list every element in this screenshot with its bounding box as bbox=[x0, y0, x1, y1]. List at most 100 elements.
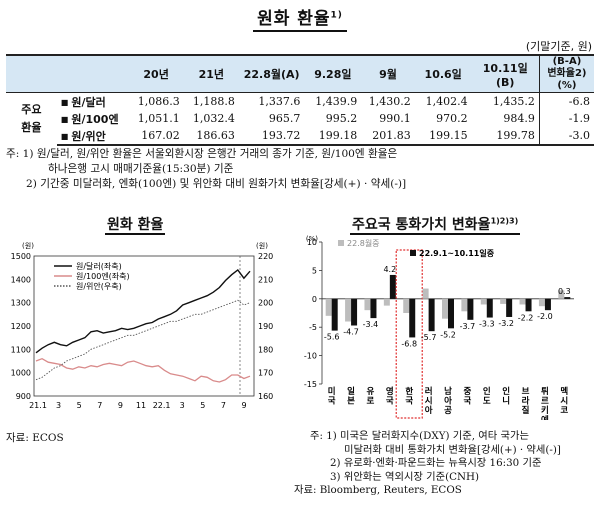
table-cell: 1,430.2 bbox=[368, 95, 411, 108]
right-chart-title: 주요국 통화가치 변화율1)2)3) bbox=[350, 214, 521, 235]
table-notes: 주: 1) 원/달러, 원/위안 환율은 서울외환시장 은행간 거래의 종가 기… bbox=[6, 147, 596, 192]
header-blank bbox=[6, 55, 57, 93]
y-axis-tick: -10 bbox=[304, 352, 317, 361]
jpy-series-line bbox=[35, 357, 251, 383]
table-cell: 201.83 bbox=[361, 127, 415, 146]
left-source: 자료: ECOS bbox=[6, 432, 64, 444]
note-line-1: 주: 1) 원/달러, 원/위안 환율은 서울외환시장 은행간 거래의 종가 기… bbox=[6, 148, 398, 160]
bar-aug bbox=[519, 298, 526, 305]
bar-period bbox=[525, 298, 532, 312]
table-cell: 1,439.9 bbox=[315, 95, 358, 108]
table-cell: 984.9 bbox=[503, 112, 535, 125]
bar-period bbox=[544, 298, 551, 311]
header-col: 20년 bbox=[143, 68, 169, 81]
header-col: 22.8월(A) bbox=[243, 68, 300, 81]
row-label-text: 원/위안 bbox=[71, 129, 106, 143]
change-cell: -3.0 bbox=[538, 127, 594, 146]
table-cell: 1,435.2 bbox=[492, 95, 535, 108]
right-axis-tick: 220 bbox=[258, 252, 273, 261]
highlight-korea-box bbox=[395, 249, 423, 419]
header-col: 9월 bbox=[379, 68, 397, 81]
row-label: ■ 원/100엔 bbox=[57, 110, 129, 127]
left-chart-title: 원화 환율 bbox=[105, 214, 166, 235]
left-axis-unit: (원) bbox=[22, 241, 34, 250]
x-axis-tick: 3 bbox=[180, 401, 185, 410]
bar-period bbox=[389, 274, 396, 299]
header-empty-label bbox=[57, 55, 129, 93]
bar-period bbox=[448, 298, 454, 329]
table-cell: 167.02 bbox=[128, 127, 184, 146]
right-note-1: 주: 1) 미국은 달러화지수(DXY) 기준, 여타 국가는 bbox=[310, 430, 529, 442]
legend-label-period: 22.9.1~10.11일중 bbox=[419, 248, 495, 258]
right-chart-notes: 주: 1) 미국은 달러화지수(DXY) 기준, 여타 국가는 미달러화 대비 … bbox=[294, 430, 598, 498]
right-note-2: 미달러화 대비 통화가치 변화율[강세(+) · 약세(-)] bbox=[344, 443, 561, 456]
right-note-4: 3) 위안화는 역외시장 기준(CNH) bbox=[330, 470, 480, 483]
row-label-text: 원/달러 bbox=[71, 95, 106, 109]
bar-data-label: -5.6 bbox=[324, 333, 340, 342]
bar-aug bbox=[345, 298, 352, 322]
bullet-icon: ■ bbox=[60, 131, 69, 141]
table-cell: 199.18 bbox=[304, 127, 362, 146]
bar-aug bbox=[364, 298, 371, 311]
header-change-bottom: 변화율2)(%) bbox=[547, 68, 587, 91]
legend-swatch-period bbox=[410, 250, 416, 256]
bullet-icon: ■ bbox=[60, 114, 69, 124]
bar-aug bbox=[500, 298, 507, 304]
y-axis-tick: -15 bbox=[304, 380, 317, 389]
unit-label: (기말기준, 원) bbox=[525, 40, 592, 53]
bar-period bbox=[506, 298, 513, 317]
bar-data-label: -2.2 bbox=[518, 313, 534, 322]
left-axis-tick: 1000 bbox=[11, 369, 31, 378]
table-cell: 193.72 bbox=[238, 127, 305, 146]
right-axis-tick: 200 bbox=[258, 299, 273, 308]
bar-data-label: 0.3 bbox=[558, 287, 571, 296]
x-axis-tick: 11 bbox=[136, 401, 146, 410]
y-axis-tick: 0 bbox=[312, 295, 317, 304]
row-label: ■ 원/위안 bbox=[56, 127, 129, 146]
table-cell: 1,402.4 bbox=[425, 95, 468, 108]
legend-label: 원/100엔(좌축) bbox=[76, 271, 130, 281]
group-label-line: 주요 bbox=[21, 103, 42, 116]
right-axis-tick: 210 bbox=[258, 275, 273, 284]
y-axis-unit: (%) bbox=[306, 235, 318, 243]
x-axis-tick: 7 bbox=[221, 401, 226, 410]
left-axis-tick: 1200 bbox=[11, 322, 31, 331]
x-axis-tick: 7 bbox=[97, 401, 102, 410]
right-chart-title-text: 주요국 통화가치 변화율 bbox=[352, 217, 491, 233]
bar-aug bbox=[558, 290, 565, 299]
bar-aug bbox=[442, 298, 448, 319]
right-axis-tick: 190 bbox=[258, 322, 273, 331]
bar-data-label: -4.7 bbox=[343, 327, 359, 336]
bar-data-label: -3.3 bbox=[479, 320, 495, 329]
bar-period bbox=[467, 298, 474, 320]
table-cell: 1,337.6 bbox=[258, 95, 301, 108]
bar-data-label: -3.7 bbox=[460, 322, 476, 331]
header-change-top: (B-A) bbox=[552, 56, 582, 67]
bar-period bbox=[486, 298, 493, 318]
legend-swatch-aug bbox=[338, 240, 344, 246]
left-axis-tick: 1500 bbox=[11, 252, 31, 261]
group-label-line: 환율 bbox=[21, 121, 42, 134]
usd-series-line bbox=[35, 269, 251, 354]
table-row: ■ 원/100엔 1,051.1 1,032.4 965.7 995.2 990.1 970.… bbox=[6, 110, 594, 127]
x-axis-tick: 5 bbox=[77, 401, 82, 410]
bar-data-label: 4.2 bbox=[383, 265, 396, 274]
x-axis-tick: 3 bbox=[56, 401, 61, 410]
legend-label: 원/달러(좌축) bbox=[76, 262, 122, 271]
left-axis-tick: 1400 bbox=[11, 275, 31, 284]
currency-change-bar-chart: -15 -10 -5 0 5 10(%) -5.6 미 국 -4.7 일 본 -3.4 유 로 4.2 영 국 -6… bbox=[304, 235, 574, 420]
bar-aug bbox=[325, 298, 332, 316]
bar-period bbox=[370, 298, 377, 319]
table-cell: 199.78 bbox=[471, 127, 540, 146]
table-cell: 995.2 bbox=[325, 112, 358, 125]
x-axis-tick: 22.1 bbox=[153, 401, 171, 410]
bar-aug bbox=[538, 298, 545, 307]
page-title-text: 원화 환율 bbox=[257, 9, 331, 29]
legend-label: 원/위안(우축) bbox=[76, 281, 122, 291]
